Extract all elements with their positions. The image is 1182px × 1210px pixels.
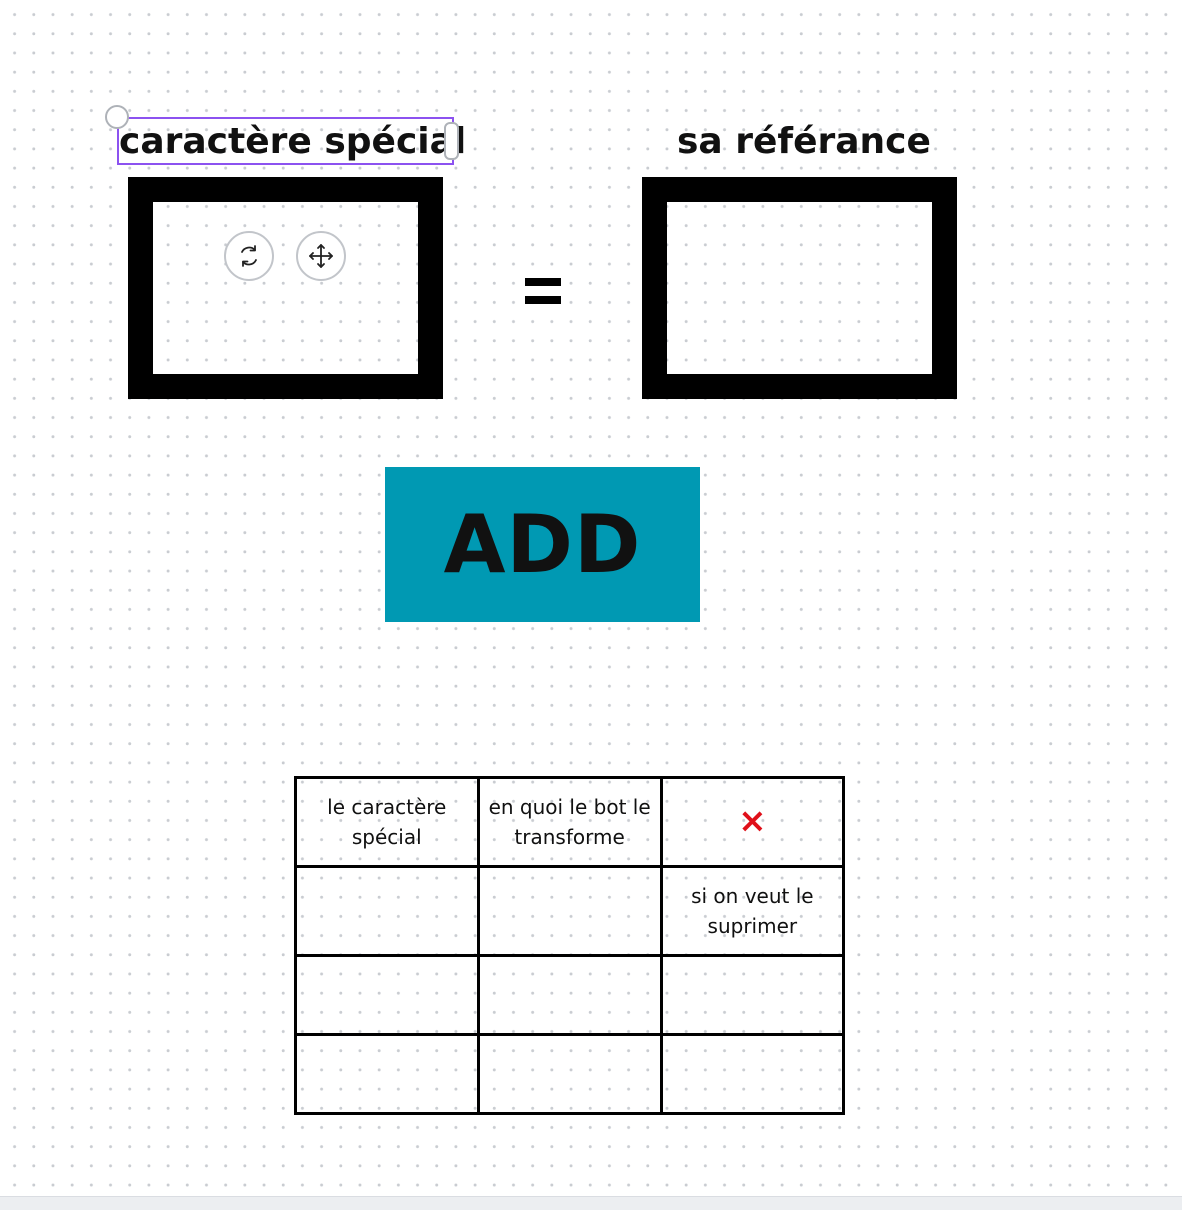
left-title[interactable]: caractère spécial (119, 121, 467, 162)
add-button[interactable]: ADD (385, 467, 700, 622)
table-cell[interactable] (294, 1033, 480, 1115)
header-cell-character: le caractère spécial (294, 776, 480, 868)
special-characters-table: le caractère spécial en quoi le bot le t… (294, 776, 846, 1115)
move-icon (309, 244, 333, 268)
table-cell[interactable] (659, 1033, 846, 1115)
right-title: sa référance (677, 121, 931, 162)
header-cell-transform: en quoi le bot le transforme (476, 776, 663, 868)
table-cell[interactable] (294, 954, 480, 1036)
rotate-button[interactable] (224, 231, 274, 281)
selection-rotate-handle[interactable] (105, 105, 129, 129)
table-cell[interactable] (476, 1033, 663, 1115)
table-cell[interactable] (476, 954, 663, 1036)
canvas-bottom-bar (0, 1196, 1182, 1210)
table-row (294, 1033, 846, 1115)
table-cell[interactable] (294, 865, 480, 957)
table-row: si on veut le suprimer (294, 865, 846, 957)
table-cell[interactable] (476, 865, 663, 957)
move-button[interactable] (296, 231, 346, 281)
table-cell[interactable] (659, 954, 846, 1036)
close-icon[interactable]: × (738, 801, 767, 841)
reference-box[interactable] (642, 177, 957, 399)
special-character-box[interactable] (128, 177, 443, 399)
equals-sign (525, 278, 561, 304)
table-row (294, 954, 846, 1036)
table-header-row: le caractère spécial en quoi le bot le t… (294, 776, 846, 868)
header-cell-delete[interactable]: × (659, 776, 846, 868)
text-resize-handle[interactable] (444, 122, 459, 160)
table-cell[interactable]: si on veut le suprimer (659, 865, 846, 957)
rotate-icon (241, 245, 257, 267)
